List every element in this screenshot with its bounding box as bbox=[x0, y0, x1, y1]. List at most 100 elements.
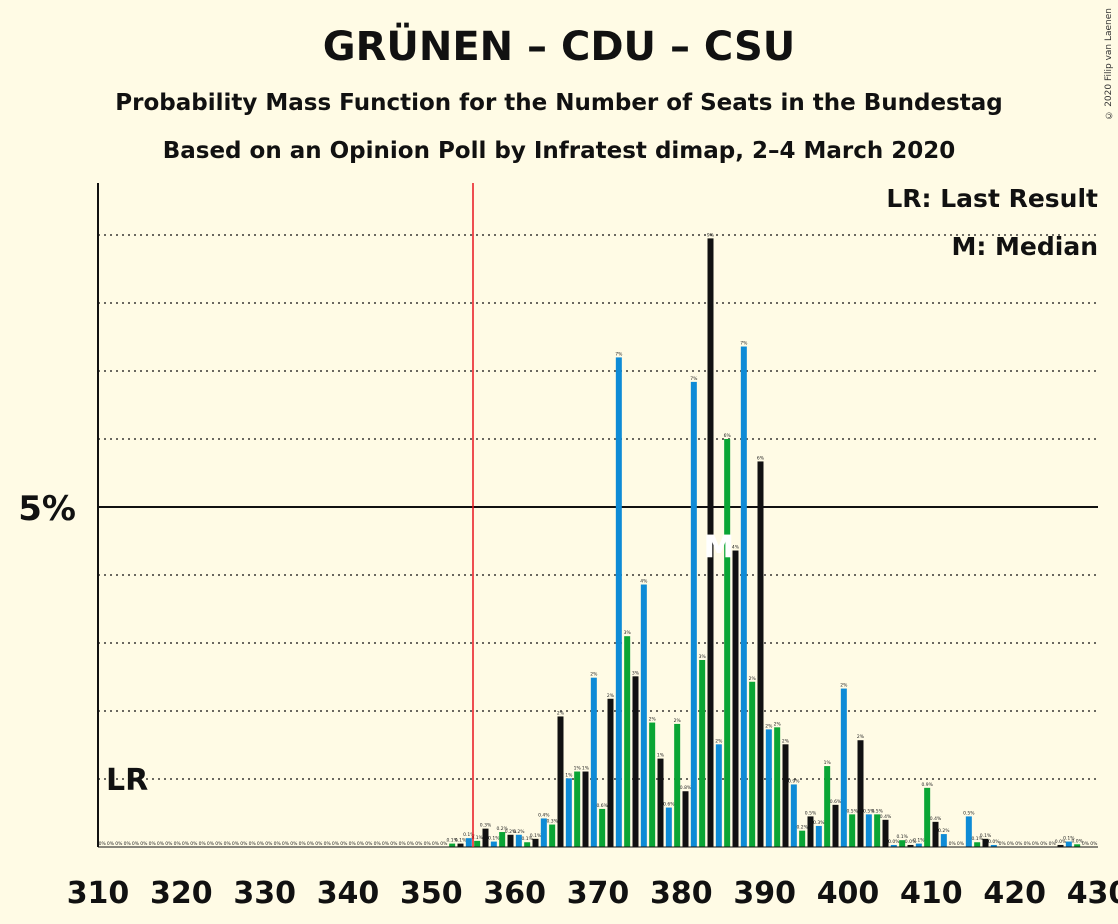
bar-381 bbox=[690, 381, 697, 847]
bar-label-354: 0.1% bbox=[463, 832, 475, 838]
bar-label-402: 0.5% bbox=[863, 808, 875, 814]
bar-label-378: 0.6% bbox=[663, 802, 675, 808]
bar-411 bbox=[940, 834, 947, 847]
x-tick-label: 370 bbox=[567, 876, 630, 911]
y-tick-label: 5% bbox=[18, 489, 76, 529]
bar-label-353: 0.1% bbox=[455, 838, 467, 844]
bar-label-369: 2% bbox=[590, 672, 598, 678]
bar-label-343: 0% bbox=[374, 841, 382, 847]
bar-label-350: 0% bbox=[432, 841, 440, 847]
bar-404 bbox=[882, 819, 889, 847]
bar-label-337: 0% bbox=[324, 841, 332, 847]
bar-label-331: 0% bbox=[274, 841, 282, 847]
bar-label-312: 0% bbox=[115, 841, 123, 847]
bar-417 bbox=[990, 844, 997, 847]
bar-label-316: 0% bbox=[149, 841, 157, 847]
bar-426 bbox=[1065, 841, 1072, 847]
bar-label-392: 2% bbox=[782, 738, 790, 744]
bar-356 bbox=[482, 828, 489, 847]
bar-354 bbox=[465, 838, 472, 847]
bar-label-411: 0.2% bbox=[938, 828, 950, 834]
bar-label-326: 0% bbox=[232, 841, 240, 847]
bar-402 bbox=[865, 814, 872, 847]
bar-label-416: 0.1% bbox=[980, 833, 992, 839]
bar-label-365: 2% bbox=[557, 710, 565, 716]
bar-389 bbox=[757, 461, 764, 847]
bar-label-384: 2% bbox=[715, 738, 723, 744]
bar-425 bbox=[1057, 844, 1064, 847]
bar-label-420: 0% bbox=[1015, 841, 1023, 847]
bar-386 bbox=[732, 550, 739, 847]
bar-label-328: 0% bbox=[249, 841, 257, 847]
bar-379 bbox=[674, 723, 681, 847]
bar-label-361: 0.1% bbox=[521, 836, 533, 842]
chart-subtitle-poll: Based on an Opinion Poll by Infratest di… bbox=[162, 138, 956, 164]
bar-label-340: 0% bbox=[349, 841, 357, 847]
bar-label-376: 2% bbox=[649, 717, 657, 723]
bar-407 bbox=[907, 844, 914, 847]
bar-label-377: 1% bbox=[657, 753, 665, 759]
bar-400 bbox=[849, 814, 856, 847]
bar-label-352: 0.1% bbox=[446, 838, 458, 844]
bar-label-355: 0.1% bbox=[471, 835, 483, 841]
bar-label-319: 0% bbox=[174, 841, 182, 847]
bar-label-368: 1% bbox=[582, 766, 590, 772]
bar-361 bbox=[524, 842, 531, 847]
bar-label-315: 0% bbox=[140, 841, 148, 847]
bar-label-329: 0% bbox=[257, 841, 265, 847]
bar-396 bbox=[815, 825, 822, 847]
bar-label-373: 3% bbox=[624, 630, 632, 636]
bar-366 bbox=[565, 778, 572, 847]
bar-label-388: 2% bbox=[749, 676, 757, 682]
x-tick-label: 380 bbox=[650, 876, 713, 911]
bar-label-313: 0% bbox=[124, 841, 132, 847]
bar-365 bbox=[557, 716, 564, 847]
bar-label-371: 2% bbox=[607, 693, 615, 699]
bar-label-338: 0% bbox=[332, 841, 340, 847]
bar-label-421: 0% bbox=[1024, 841, 1032, 847]
bar-label-401: 2% bbox=[857, 734, 865, 740]
x-tick-label: 420 bbox=[983, 876, 1046, 911]
bar-label-370: 0.6% bbox=[596, 803, 608, 809]
bar-label-345: 0% bbox=[390, 841, 398, 847]
bar-label-346: 0% bbox=[399, 841, 407, 847]
bar-label-389: 6% bbox=[757, 455, 765, 461]
bar-label-400: 0.5% bbox=[846, 808, 858, 814]
bar-label-425: 0.0% bbox=[1055, 839, 1067, 845]
bar-355 bbox=[474, 840, 481, 847]
bar-label-367: 1% bbox=[574, 766, 582, 772]
bar-374 bbox=[632, 676, 639, 847]
bar-382 bbox=[699, 660, 706, 847]
bar-label-344: 0% bbox=[382, 841, 390, 847]
bar-label-385: 6% bbox=[724, 433, 732, 439]
bar-label-413: 0% bbox=[957, 841, 965, 847]
bar-label-366: 1% bbox=[565, 772, 573, 778]
x-tick-label: 430 bbox=[1067, 876, 1118, 911]
x-tick-label: 410 bbox=[900, 876, 963, 911]
bar-378 bbox=[665, 807, 672, 847]
bar-397 bbox=[824, 766, 831, 847]
bar-403 bbox=[874, 814, 881, 847]
bar-label-394: 0.2% bbox=[796, 825, 808, 831]
chart-subtitle: Probability Mass Function for the Number… bbox=[115, 90, 1003, 116]
bar-383 bbox=[707, 238, 714, 847]
bar-label-310: 0% bbox=[99, 841, 107, 847]
bar-label-397: 1% bbox=[824, 760, 832, 766]
bar-415 bbox=[974, 842, 981, 847]
bar-label-382: 3% bbox=[699, 654, 707, 660]
bar-label-403: 0.5% bbox=[871, 808, 883, 814]
bar-label-418: 0% bbox=[999, 841, 1007, 847]
bar-label-342: 0% bbox=[365, 841, 373, 847]
bar-387 bbox=[740, 346, 747, 847]
bar-label-410: 0.4% bbox=[930, 816, 942, 822]
bar-363 bbox=[540, 818, 547, 847]
bar-label-405: 0.0% bbox=[888, 839, 900, 845]
bar-395 bbox=[807, 816, 814, 847]
bar-368 bbox=[582, 771, 589, 847]
bar-label-429: 0% bbox=[1090, 841, 1098, 847]
legend-last-result: LR: Last Result bbox=[886, 184, 1098, 213]
bar-357 bbox=[490, 841, 497, 847]
bar-410 bbox=[932, 821, 939, 847]
bar-384 bbox=[715, 744, 722, 847]
